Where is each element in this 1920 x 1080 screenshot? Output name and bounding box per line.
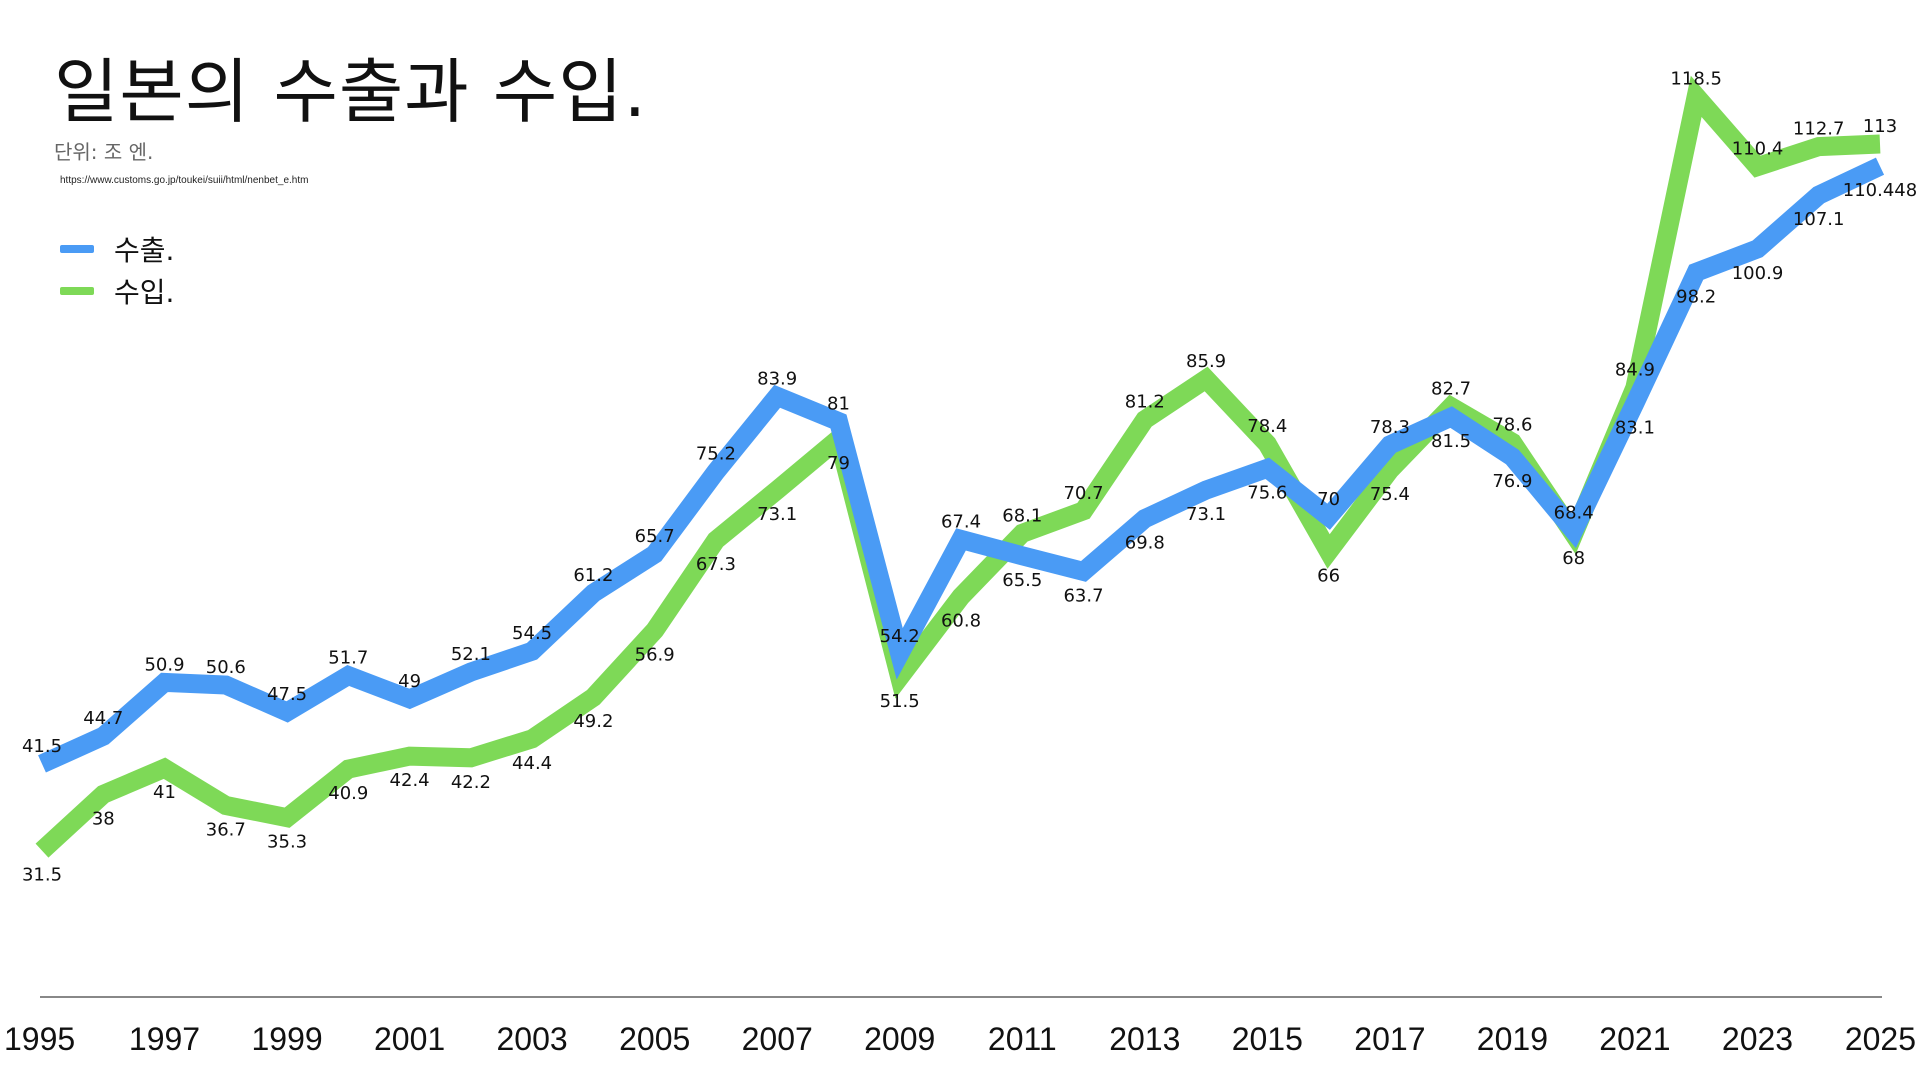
- data-label-exports: 100.9: [1732, 263, 1784, 284]
- x-tick-label: 1999: [252, 1021, 323, 1057]
- data-label-imports: 81.2: [1125, 392, 1165, 413]
- data-label-imports: 36.7: [206, 820, 246, 841]
- data-label-exports: 65.7: [635, 526, 675, 547]
- data-label-exports: 81.5: [1431, 431, 1471, 452]
- data-label-exports: 67.4: [941, 511, 981, 532]
- data-label-exports: 75.2: [696, 444, 736, 465]
- legend-swatch-imports: [60, 287, 94, 295]
- x-tick-label: 2017: [1354, 1021, 1425, 1057]
- data-label-exports: 63.7: [1063, 585, 1103, 606]
- data-label-exports: 83.9: [757, 368, 797, 389]
- legend: 수출. 수입.: [60, 228, 174, 312]
- x-tick-label: 2001: [374, 1021, 445, 1057]
- data-label-exports: 83.1: [1615, 417, 1655, 438]
- data-label-imports: 112.7: [1793, 119, 1845, 140]
- data-label-imports: 35.3: [267, 832, 307, 853]
- data-label-imports: 68: [1562, 548, 1585, 569]
- x-tick-label: 2021: [1599, 1021, 1670, 1057]
- data-label-imports: 66: [1317, 566, 1340, 587]
- legend-label-imports: 수입.: [114, 276, 175, 309]
- legend-item-imports: 수입.: [60, 270, 174, 312]
- data-label-imports: 42.2: [451, 772, 491, 793]
- data-label-exports: 51.7: [328, 648, 368, 669]
- data-label-exports: 98.2: [1676, 286, 1716, 307]
- x-tick-label: 2013: [1109, 1021, 1180, 1057]
- data-label-exports: 52.1: [451, 644, 491, 665]
- data-label-exports: 81: [827, 394, 850, 415]
- data-label-imports: 110.4: [1732, 139, 1784, 160]
- source-url: https://www.customs.go.jp/toukei/suii/ht…: [60, 175, 309, 186]
- x-tick-label: 2025: [1845, 1021, 1916, 1057]
- data-label-imports: 67.3: [696, 554, 736, 575]
- data-label-imports: 40.9: [328, 783, 368, 804]
- x-tick-label: 2011: [988, 1021, 1057, 1057]
- data-label-imports: 70.7: [1063, 483, 1103, 504]
- data-label-imports: 42.4: [390, 770, 430, 791]
- data-label-imports: 78.6: [1492, 414, 1532, 435]
- x-tick-label: 2015: [1232, 1021, 1303, 1057]
- series-line-exports: [38, 157, 1885, 773]
- data-label-exports: 69.8: [1125, 533, 1165, 554]
- data-label-exports: 107.1: [1793, 209, 1845, 230]
- data-label-exports: 44.7: [83, 708, 123, 729]
- data-label-imports: 49.2: [573, 711, 613, 732]
- data-label-exports: 41.5: [22, 736, 62, 757]
- x-tick-label: 1995: [4, 1021, 75, 1057]
- data-label-exports: 78.3: [1370, 417, 1410, 438]
- data-label-imports: 113: [1863, 116, 1897, 137]
- legend-swatch-exports: [60, 245, 94, 253]
- x-tick-label: 2019: [1477, 1021, 1548, 1057]
- data-label-exports: 73.1: [1186, 504, 1226, 525]
- legend-label-exports: 수출.: [114, 234, 175, 267]
- x-tick-labels: 1995 1997 1999 2001 2003 2005 2007 2009 2011 2013…: [4, 1021, 1916, 1057]
- x-tick-label: 2005: [619, 1021, 690, 1057]
- data-label-imports: 41: [153, 782, 176, 803]
- chart-title: 일본의 수출과 수입.: [54, 51, 647, 133]
- data-label-exports: 110.448: [1843, 180, 1917, 201]
- data-label-imports: 75.4: [1370, 484, 1410, 505]
- data-labels: 41.5 44.7 50.9 50.6 47.5 51.7 49 52.1 54.5 61.2 65…: [22, 68, 1917, 885]
- data-label-imports: 51.5: [880, 691, 920, 712]
- data-label-imports: 38: [92, 808, 115, 829]
- x-tick-label: 2009: [864, 1021, 935, 1057]
- unit-subtitle: 단위: 조 엔.: [54, 140, 154, 164]
- data-label-exports: 75.6: [1247, 482, 1287, 503]
- data-label-exports: 54.2: [880, 626, 920, 647]
- x-tick-label: 2007: [742, 1021, 813, 1057]
- data-label-imports: 44.4: [512, 753, 552, 774]
- data-label-exports: 70: [1317, 489, 1340, 510]
- data-label-imports: 79: [827, 453, 850, 474]
- data-label-imports: 31.5: [22, 865, 62, 886]
- data-label-exports: 49: [398, 671, 421, 692]
- data-label-exports: 47.5: [267, 684, 307, 705]
- data-label-exports: 50.6: [206, 657, 246, 678]
- data-label-imports: 85.9: [1186, 351, 1226, 372]
- data-label-exports: 54.5: [512, 623, 552, 644]
- data-label-imports: 56.9: [635, 644, 675, 665]
- legend-item-exports: 수출.: [60, 228, 174, 270]
- x-tick-label: 2023: [1722, 1021, 1793, 1057]
- data-label-imports: 60.8: [941, 611, 981, 632]
- data-label-imports: 68.1: [1002, 505, 1042, 526]
- x-tick-label: 1997: [129, 1021, 200, 1057]
- data-label-imports: 118.5: [1670, 68, 1722, 89]
- data-label-imports: 73.1: [757, 504, 797, 525]
- data-label-exports: 65.5: [1002, 570, 1042, 591]
- data-label-imports: 78.4: [1247, 416, 1287, 437]
- data-label-exports: 50.9: [144, 654, 184, 675]
- data-label-exports: 76.9: [1492, 471, 1532, 492]
- x-tick-label: 2003: [497, 1021, 568, 1057]
- data-label-imports: 82.7: [1431, 379, 1471, 400]
- data-label-exports: 61.2: [573, 565, 613, 586]
- data-label-imports: 84.9: [1615, 360, 1655, 381]
- data-label-exports: 68.4: [1554, 503, 1594, 524]
- series-lines: [35, 75, 1885, 858]
